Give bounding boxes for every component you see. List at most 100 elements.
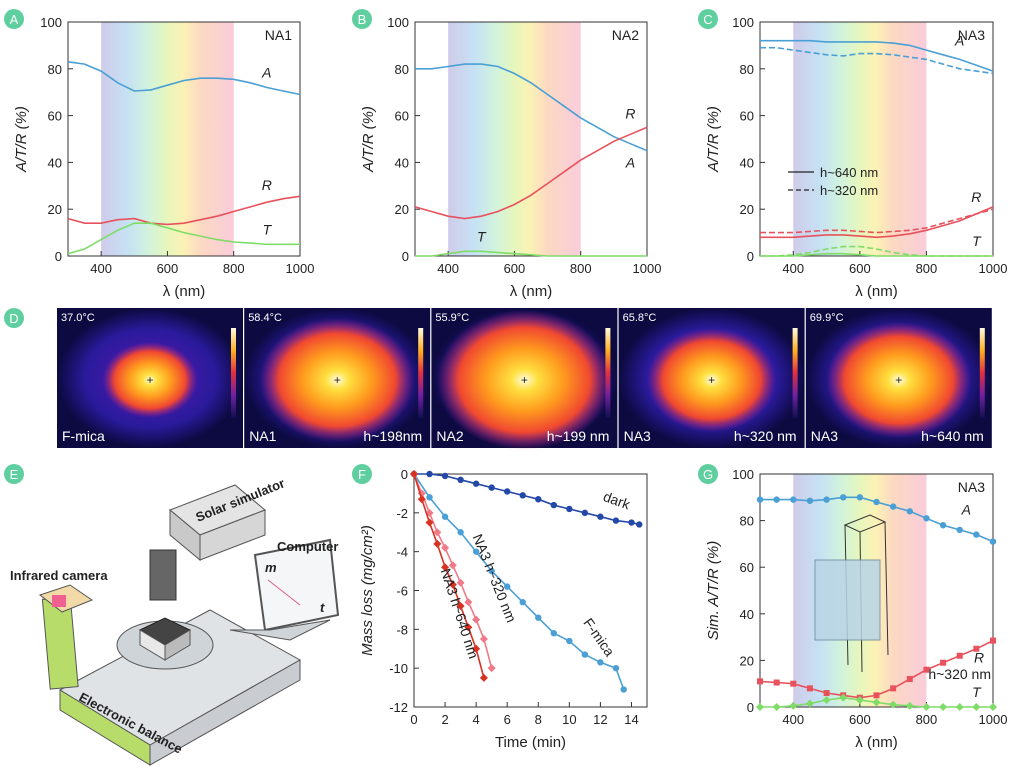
panel-letter: G [703,467,713,482]
y-tick-label: 80 [740,514,754,529]
x-tick-label: 2 [441,712,448,727]
x-tick-label: 800 [570,261,592,276]
temperature: 65.8°C [623,312,657,324]
marker [873,692,880,699]
marker [519,598,526,606]
marker [612,664,620,672]
marker [550,501,557,509]
note: h~320 nm [928,666,991,682]
marker [756,703,764,711]
series-line [760,252,993,257]
marker [806,685,813,692]
panel-badge [352,464,372,484]
panel-badge [698,464,718,484]
y-tick-label: 40 [48,155,62,170]
color-bar [605,328,611,418]
y-axis-label: A/T/R (%) [13,106,30,173]
marker [972,703,981,711]
marker [472,548,480,555]
plot-frame [759,473,994,708]
series-line [415,250,647,257]
legend-label: h~640 nm [820,165,878,180]
y-tick-label: 0 [401,467,408,482]
marker [488,567,495,575]
marker [839,693,848,702]
y-tick-label: 100 [40,15,62,30]
marker [550,630,557,637]
marker [956,526,963,534]
annotation: NA3 [958,479,985,495]
series-label: NA3 h~320 nm [470,532,520,625]
marker [448,561,457,570]
schematic-label: m [265,560,277,575]
sample-name: NA1 [249,428,276,444]
marker [597,513,604,520]
marker [433,528,442,537]
hot-spot [436,310,612,450]
y-tick-label: 60 [740,560,754,575]
marker [989,538,997,545]
marker [823,690,830,697]
series-line [67,222,300,255]
y-tick-label: 20 [48,202,62,217]
series-line [760,39,994,72]
series-label: T [263,221,273,237]
hot-spot [826,322,972,438]
x-tick-label: 400 [782,261,804,276]
x-tick-label: 0 [410,712,417,727]
marker [856,494,864,501]
y-tick-label: 100 [732,467,754,482]
marker [973,531,980,538]
series-label: R [625,105,635,121]
sample-height: h~198nm [363,428,422,444]
y-tick-label: 0 [402,249,409,264]
temperature: 69.9°C [810,312,844,324]
marker [472,644,481,653]
x-tick-label: 6 [504,712,511,727]
marker [472,615,481,624]
marker [433,539,442,548]
marker [456,578,465,587]
visible-band [793,22,927,256]
y-tick-label: 80 [740,62,754,77]
annotation: NA1 [265,27,292,43]
x-axis-label: λ (nm) [510,283,553,300]
series-line [415,63,648,152]
marker [773,496,780,503]
marker [872,698,881,707]
marker [410,470,418,478]
y-axis-label: A/T/R (%) [360,106,377,173]
marker [905,701,914,710]
y-tick-label: 0 [747,249,754,264]
y-tick-label: 100 [732,15,754,30]
series-label: R [971,189,981,205]
y-tick-label: 0 [55,249,62,264]
panel-badge [4,308,24,328]
x-tick-label: 1000 [979,712,1008,727]
series-label: R [262,177,272,193]
y-tick-label: -6 [396,584,408,599]
marker [566,637,573,645]
temperature: 55.9°C [435,312,469,324]
marker [456,602,465,611]
color-bar [979,328,985,418]
x-tick-label: 14 [624,712,638,727]
y-tick-label: 60 [395,109,409,124]
marker [939,522,947,529]
marker [457,476,464,484]
sample-name: NA3 [811,428,838,444]
annotation: NA2 [612,27,639,43]
y-tick-label: 60 [740,109,754,124]
y-tick-label: 20 [395,202,409,217]
series-label: A [261,65,271,81]
annotation: NA3 [958,27,985,43]
marker [822,696,831,705]
y-axis-label: Mass loss (mg/cm²) [359,525,376,656]
crosshair: + [146,373,153,387]
crosshair: + [895,373,902,387]
y-tick-label: -8 [396,622,408,637]
y-tick-label: 100 [387,15,409,30]
crosshair: + [334,373,341,387]
visible-band [448,22,581,256]
marker [940,659,947,666]
